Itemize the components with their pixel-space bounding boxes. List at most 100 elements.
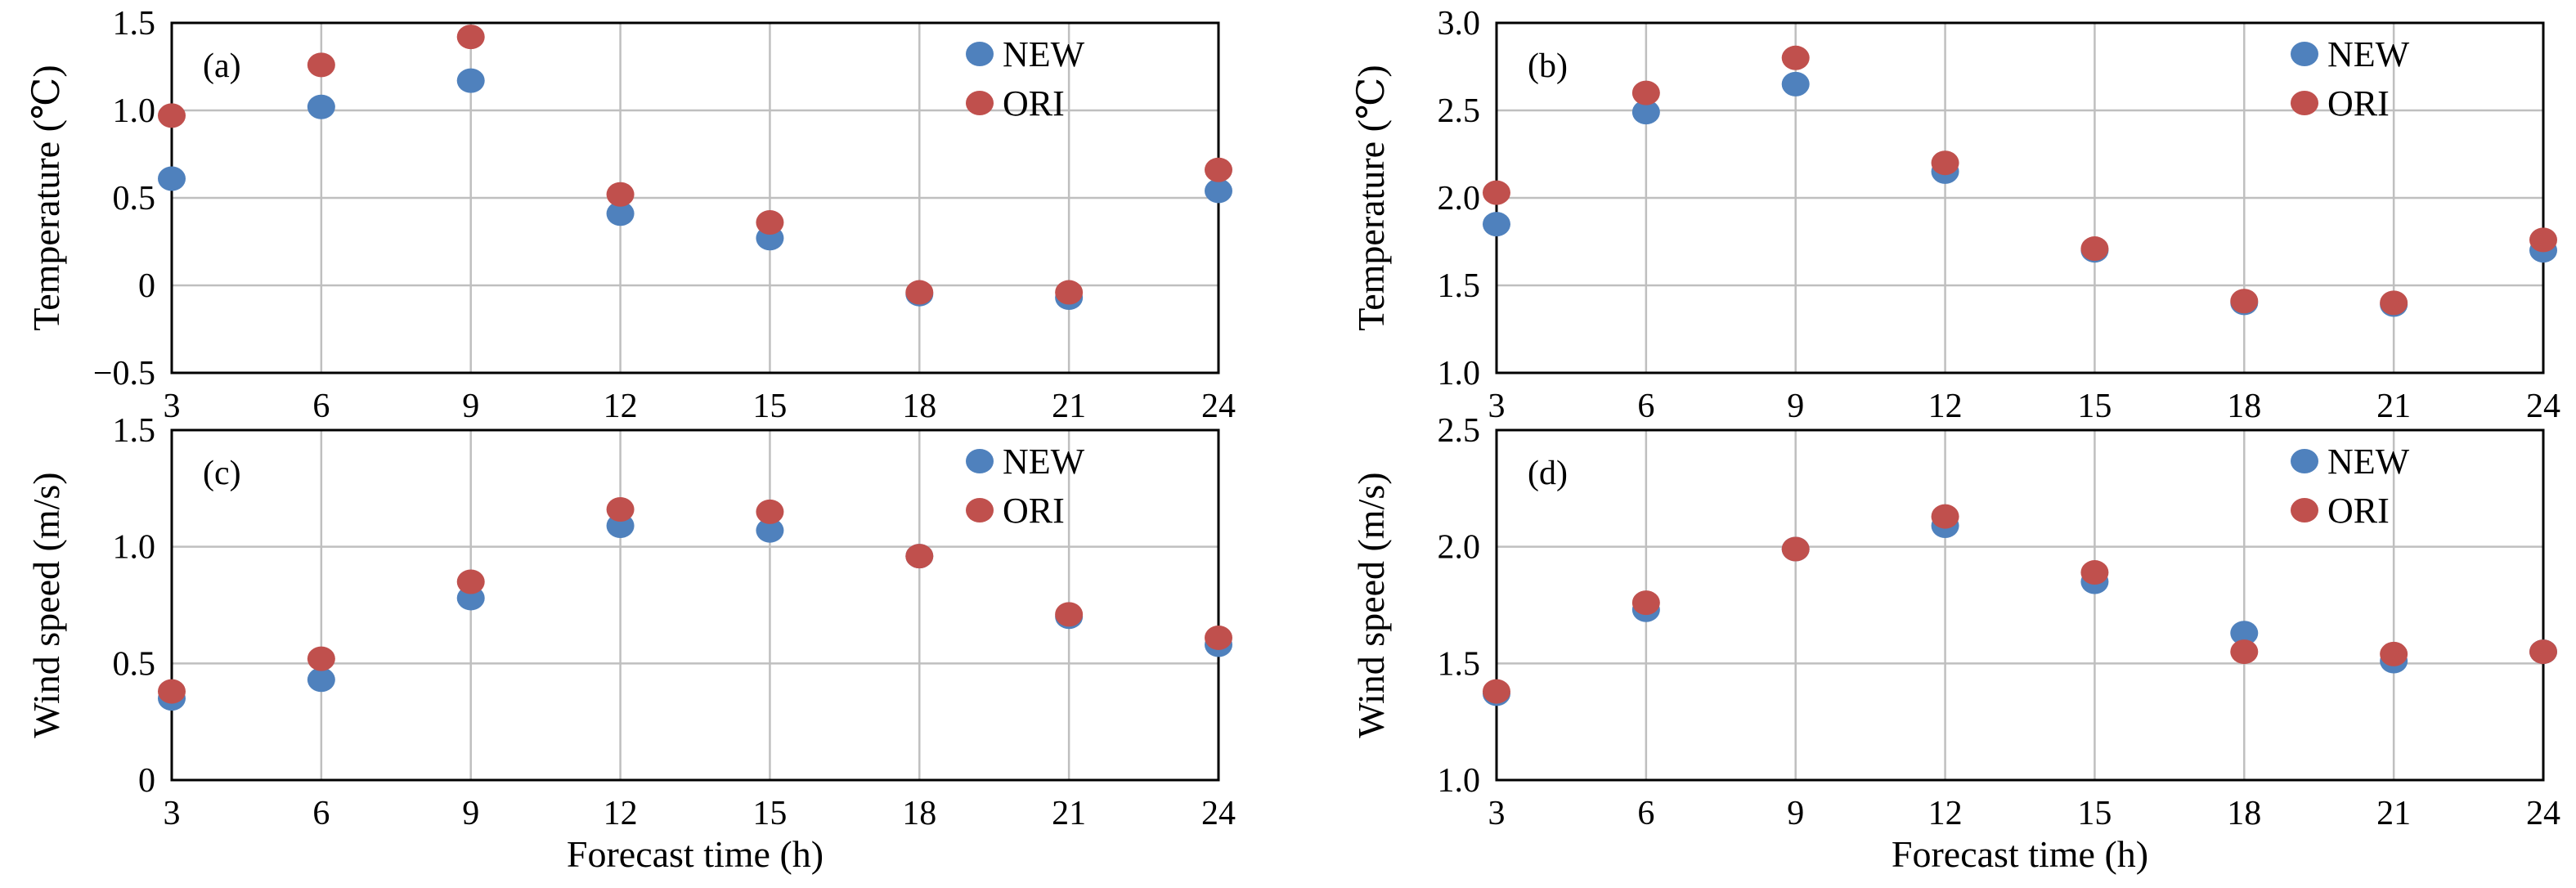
x-tick-label: 15 [2077, 795, 2112, 832]
panel-label: (b) [1528, 47, 1568, 85]
y-tick-label: 2.5 [1438, 412, 1481, 450]
ori-point [1483, 679, 1510, 704]
x-tick-label: 15 [752, 795, 787, 832]
ori-point [456, 569, 485, 594]
y-tick-label: 1.0 [113, 529, 156, 567]
x-tick-label: 18 [2227, 795, 2261, 832]
y-tick-label: 1.5 [113, 5, 156, 43]
ori-point [1055, 602, 1084, 627]
x-tick-label: 3 [1488, 388, 1506, 425]
x-tick-label: 9 [1787, 388, 1804, 425]
ori-point [2230, 289, 2259, 314]
x-tick-label: 18 [902, 388, 936, 425]
legend-marker-new [2291, 449, 2318, 473]
y-tick-label: 0 [138, 762, 155, 800]
legend-label-new: NEW [2327, 442, 2410, 482]
ori-point [158, 103, 186, 128]
ori-point [1055, 280, 1084, 305]
x-tick-label: 24 [2526, 795, 2560, 832]
legend-marker-ori [966, 91, 994, 115]
new-point [2230, 621, 2259, 646]
legend-marker-ori [2291, 91, 2318, 115]
x-tick-label: 21 [2376, 795, 2411, 832]
y-tick-label: 0 [138, 267, 155, 305]
legend-marker-new [966, 42, 994, 66]
legend-marker-new [2291, 42, 2318, 66]
legend-label-ori: ORI [1003, 491, 1065, 531]
x-tick-label: 18 [2227, 388, 2261, 425]
ori-point [2080, 560, 2109, 585]
ori-point [1205, 157, 1232, 182]
new-point [756, 518, 784, 543]
legend-label-new: NEW [2327, 34, 2410, 74]
x-tick-label: 12 [604, 388, 638, 425]
legend-label-new: NEW [1003, 442, 1085, 482]
ori-point [606, 497, 635, 522]
x-tick-label: 18 [902, 795, 936, 832]
x-tick-label: 9 [1787, 795, 1804, 832]
y-tick-label: 2.5 [1438, 92, 1481, 130]
panel-label: (a) [203, 47, 241, 85]
panel-label: (d) [1528, 455, 1568, 492]
x-tick-label: 21 [1052, 795, 1086, 832]
new-point [456, 68, 485, 93]
y-tick-label: 1.5 [113, 412, 156, 450]
y-tick-label: 1.0 [1438, 355, 1481, 392]
new-point [158, 166, 186, 191]
y-tick-label: 1.0 [113, 92, 156, 130]
ori-point [307, 52, 335, 78]
legend-label-ori: ORI [2327, 83, 2390, 123]
ori-point [1931, 504, 1959, 529]
legend-marker-ori [966, 498, 994, 522]
y-axis-label: Temperature (℃) [1350, 65, 1392, 330]
ori-point [2529, 639, 2557, 665]
x-tick-label: 15 [752, 388, 787, 425]
ori-point [1205, 625, 1232, 650]
ori-point [1631, 80, 1660, 105]
ori-point [905, 544, 934, 569]
legend-label-ori: ORI [2327, 491, 2390, 531]
ori-point [2080, 236, 2109, 262]
ori-point [2380, 290, 2408, 316]
x-tick-label: 3 [164, 388, 181, 425]
y-tick-label: 1.5 [1438, 645, 1481, 683]
x-tick-label: 3 [164, 795, 181, 832]
x-tick-label: 24 [1201, 795, 1236, 832]
y-tick-label: 2.0 [1438, 529, 1481, 567]
panel-d: 1.0 1.5 2.0 2.5 3 6 9 12 15 18 21 24 Wind speed (m/s… [1350, 412, 2560, 875]
ori-point [756, 209, 784, 235]
y-tick-label: 1.0 [1438, 762, 1481, 800]
y-tick-label: 1.5 [1438, 267, 1481, 305]
ori-point [1781, 536, 1810, 562]
x-tick-label: 3 [1488, 795, 1506, 832]
y-axis-label: Wind speed (m/s) [25, 472, 67, 738]
plot-frame [1495, 428, 2545, 782]
ori-point [756, 499, 784, 524]
ori-point [2529, 227, 2557, 253]
y-tick-label: 0.5 [113, 645, 156, 683]
y-tick-label: 0.5 [113, 180, 156, 218]
x-tick-label: 6 [312, 388, 330, 425]
ori-point [1483, 180, 1510, 205]
panel-b: 1.0 1.5 2.0 2.5 3.0 3 6 9 12 15 18 21 24 Temperature … [1350, 5, 2560, 425]
x-axis-label: Forecast time (h) [567, 833, 824, 875]
ori-point [1631, 590, 1660, 616]
y-axis-label: Wind speed (m/s) [1350, 472, 1392, 738]
x-tick-label: 9 [462, 388, 479, 425]
panel-label: (c) [203, 455, 241, 492]
y-tick-label: 2.0 [1438, 180, 1481, 218]
legend-marker-ori [2291, 498, 2318, 522]
x-tick-label: 9 [462, 795, 479, 832]
x-tick-label: 12 [604, 795, 638, 832]
ori-point [905, 280, 934, 305]
new-point [307, 94, 335, 119]
ori-point [158, 679, 186, 704]
x-tick-label: 21 [1052, 388, 1086, 425]
x-tick-label: 12 [1928, 795, 1963, 832]
ori-point [456, 25, 485, 50]
plot-frame [170, 428, 1220, 782]
x-tick-label: 21 [2376, 388, 2411, 425]
x-tick-label: 6 [312, 795, 330, 832]
ori-point [1931, 150, 1959, 176]
